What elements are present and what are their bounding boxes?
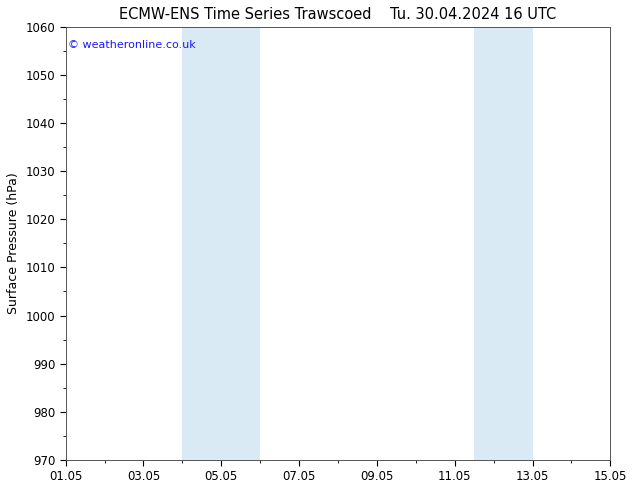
Title: ECMW-ENS Time Series Trawscoed    Tu. 30.04.2024 16 UTC: ECMW-ENS Time Series Trawscoed Tu. 30.04… bbox=[119, 7, 557, 22]
Y-axis label: Surface Pressure (hPa): Surface Pressure (hPa) bbox=[7, 172, 20, 314]
Bar bbox=[474, 27, 533, 460]
Text: © weatheronline.co.uk: © weatheronline.co.uk bbox=[68, 40, 196, 50]
Bar bbox=[183, 27, 260, 460]
